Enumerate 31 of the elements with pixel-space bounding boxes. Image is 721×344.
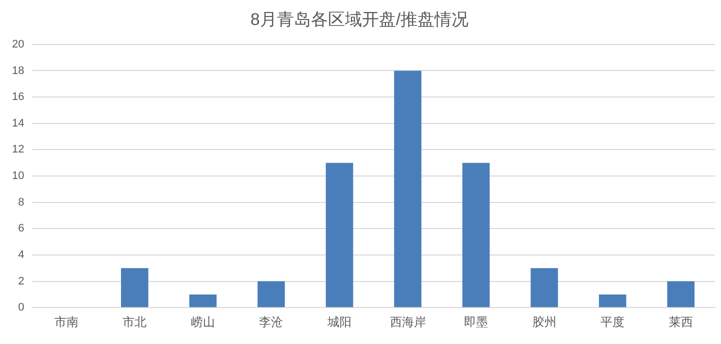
x-tick-label: 市北 xyxy=(122,315,147,330)
y-tick-label: 12 xyxy=(12,144,24,156)
x-tick-label: 莱西 xyxy=(668,315,693,330)
bar xyxy=(598,294,626,308)
y-tick-label: 16 xyxy=(12,91,24,104)
x-tick-label: 市南 xyxy=(54,315,78,330)
bar xyxy=(667,281,695,308)
y-tick-label: 4 xyxy=(18,248,24,261)
y-tick-label: 10 xyxy=(12,170,24,182)
x-tick-label: 平度 xyxy=(600,315,625,330)
x-tick-label: 西海岸 xyxy=(390,315,426,330)
bar xyxy=(326,162,354,308)
x-tick-label: 城阳 xyxy=(326,315,352,330)
bar xyxy=(530,268,558,308)
y-tick-label: 0 xyxy=(18,302,24,314)
x-tick-label: 即墨 xyxy=(464,315,488,330)
bar xyxy=(258,281,285,308)
x-tick-label: 崂山 xyxy=(190,315,215,330)
y-tick-label: 2 xyxy=(18,275,24,288)
bar xyxy=(120,268,148,308)
bar xyxy=(394,70,422,308)
x-tick-label: 胶州 xyxy=(532,315,556,330)
y-tick-label: 8 xyxy=(18,196,24,208)
y-tick-label: 20 xyxy=(12,38,24,50)
chart-title: 8月青岛各区域开盘/推盘情况 xyxy=(250,10,469,29)
x-tick-label: 李沧 xyxy=(259,315,284,330)
y-tick-label: 6 xyxy=(18,222,24,235)
y-tick-label: 18 xyxy=(12,64,24,77)
bar xyxy=(462,162,490,308)
y-tick-label: 14 xyxy=(12,117,24,130)
bar xyxy=(189,294,217,308)
